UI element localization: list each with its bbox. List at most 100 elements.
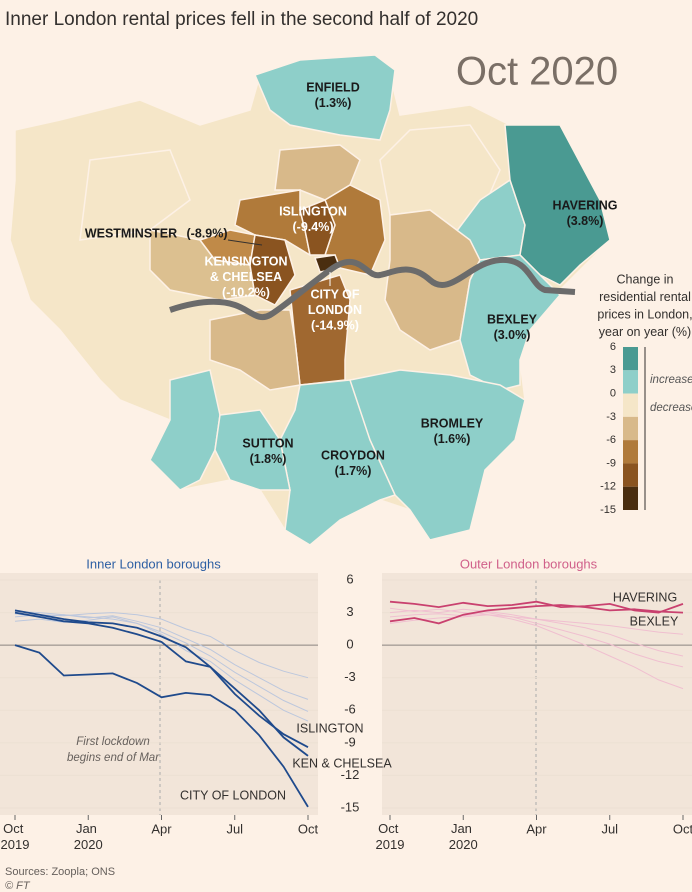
y-tick-label: -6: [344, 702, 356, 717]
series-label: HAVERING: [613, 590, 677, 604]
borough: [253, 54, 396, 141]
borough-value: (1.3%): [315, 96, 352, 110]
borough-value: (-8.9%): [187, 226, 228, 240]
borough-name: & CHELSEA: [210, 270, 282, 284]
background-line: [14, 616, 309, 712]
x-tick-label: Oct 2019: [1, 821, 30, 852]
borough-value: (1.6%): [434, 432, 471, 446]
borough-value: (3.0%): [494, 328, 531, 342]
borough-name: CROYDON: [321, 448, 385, 462]
legend-decrease: decrease: [650, 402, 692, 414]
borough-value: (1.8%): [250, 452, 287, 466]
x-tick-label: Jan 2020: [74, 821, 103, 852]
borough-name: BROMLEY: [421, 416, 484, 430]
river-thames: [169, 256, 576, 321]
series-label: BEXLEY: [630, 614, 679, 628]
background-line: [14, 611, 309, 722]
borough-value: (-10.2%): [222, 285, 270, 299]
credit: © FT: [5, 880, 31, 892]
borough-value: (-9.4%): [293, 220, 334, 234]
x-tick-label: Oct 2019: [376, 821, 405, 852]
legend-swatch: [623, 486, 638, 510]
borough: [279, 379, 397, 546]
legend-tick-label: -6: [606, 434, 616, 446]
borough: [214, 409, 291, 491]
legend-title: Change in: [617, 272, 674, 286]
background-line: [389, 612, 684, 668]
legend-title: year on year (%): [599, 325, 691, 339]
background-line: [389, 614, 684, 635]
series-line: [389, 604, 684, 625]
panel-title: Outer London boroughs: [460, 556, 598, 571]
borough-name: HAVERING: [552, 198, 617, 212]
y-tick-label: -3: [344, 669, 356, 684]
y-tick-label: 6: [346, 571, 353, 586]
date-label: Oct 2020: [456, 50, 618, 94]
borough-name: ISLINGTON: [279, 204, 347, 218]
legend-swatch: [623, 416, 638, 441]
series-line: [14, 644, 309, 808]
legend-tick-label: 6: [610, 341, 616, 353]
x-tick-label: Jul: [601, 821, 618, 836]
borough-name: LONDON: [308, 303, 362, 317]
legend-swatch: [623, 370, 638, 394]
legend-swatch: [623, 463, 638, 487]
legend-swatch: [623, 440, 638, 464]
x-tick-label: Oct: [298, 821, 319, 836]
legend-tick-label: -3: [606, 411, 616, 423]
background-line: [14, 612, 309, 679]
y-tick-label: 0: [346, 637, 353, 652]
legend-title: prices in London,: [597, 307, 692, 321]
y-tick-label: -15: [341, 799, 360, 814]
x-tick-label: Jul: [226, 821, 243, 836]
borough: [149, 369, 221, 491]
series-line: [389, 600, 684, 614]
x-tick-label: Oct: [673, 821, 692, 836]
panel: [0, 573, 318, 815]
borough: [249, 234, 296, 306]
legend-swatch: [623, 347, 638, 371]
annotation: First lockdown: [76, 736, 150, 748]
legend-tick-label: -12: [600, 481, 616, 493]
source: Sources: Zoopla; ONS: [5, 866, 115, 878]
series-line: [14, 611, 309, 757]
series-label: KEN & CHELSEA: [292, 756, 392, 770]
borough: [459, 254, 562, 391]
borough-value: (1.7%): [335, 464, 372, 478]
borough-name: KENSINGTON: [204, 254, 287, 268]
legend-tick-label: -9: [606, 457, 616, 469]
borough: [198, 229, 256, 266]
borough: [504, 124, 611, 286]
series-label: CITY OF LONDON: [180, 788, 286, 802]
y-tick-label: 3: [346, 604, 353, 619]
x-tick-label: Apr: [526, 821, 547, 836]
borough: [79, 149, 191, 241]
legend-tick-label: -15: [600, 504, 616, 516]
title: Inner London rental prices fell in the s…: [5, 9, 478, 30]
y-tick-label: -12: [341, 767, 360, 782]
annotation: begins end of Mar: [67, 752, 160, 764]
legend-tick-label: 3: [610, 364, 616, 376]
panel: [382, 573, 692, 815]
borough-value: (3.8%): [567, 214, 604, 228]
borough-name: ENFIELD: [306, 80, 359, 94]
panel-title: Inner London boroughs: [86, 556, 221, 571]
pointer: [227, 239, 263, 246]
x-tick-label: Apr: [151, 821, 172, 836]
borough-value: (-14.9%): [311, 318, 359, 332]
borough-name: WESTMINSTER: [85, 226, 177, 240]
x-tick-label: Jan 2020: [449, 821, 478, 852]
y-tick-label: -9: [344, 734, 356, 749]
legend-swatch: [623, 393, 638, 417]
borough-name: SUTTON: [242, 436, 293, 450]
background-line: [389, 607, 684, 690]
legend-increase: increase: [650, 374, 692, 386]
borough-name: CITY OF: [310, 287, 359, 301]
series-label: ISLINGTON: [296, 721, 363, 735]
legend-tick-label: 0: [610, 387, 616, 399]
borough: [299, 199, 336, 256]
borough-name: BEXLEY: [487, 312, 538, 326]
legend-title: residential rental: [599, 290, 691, 304]
series-line: [14, 609, 309, 748]
